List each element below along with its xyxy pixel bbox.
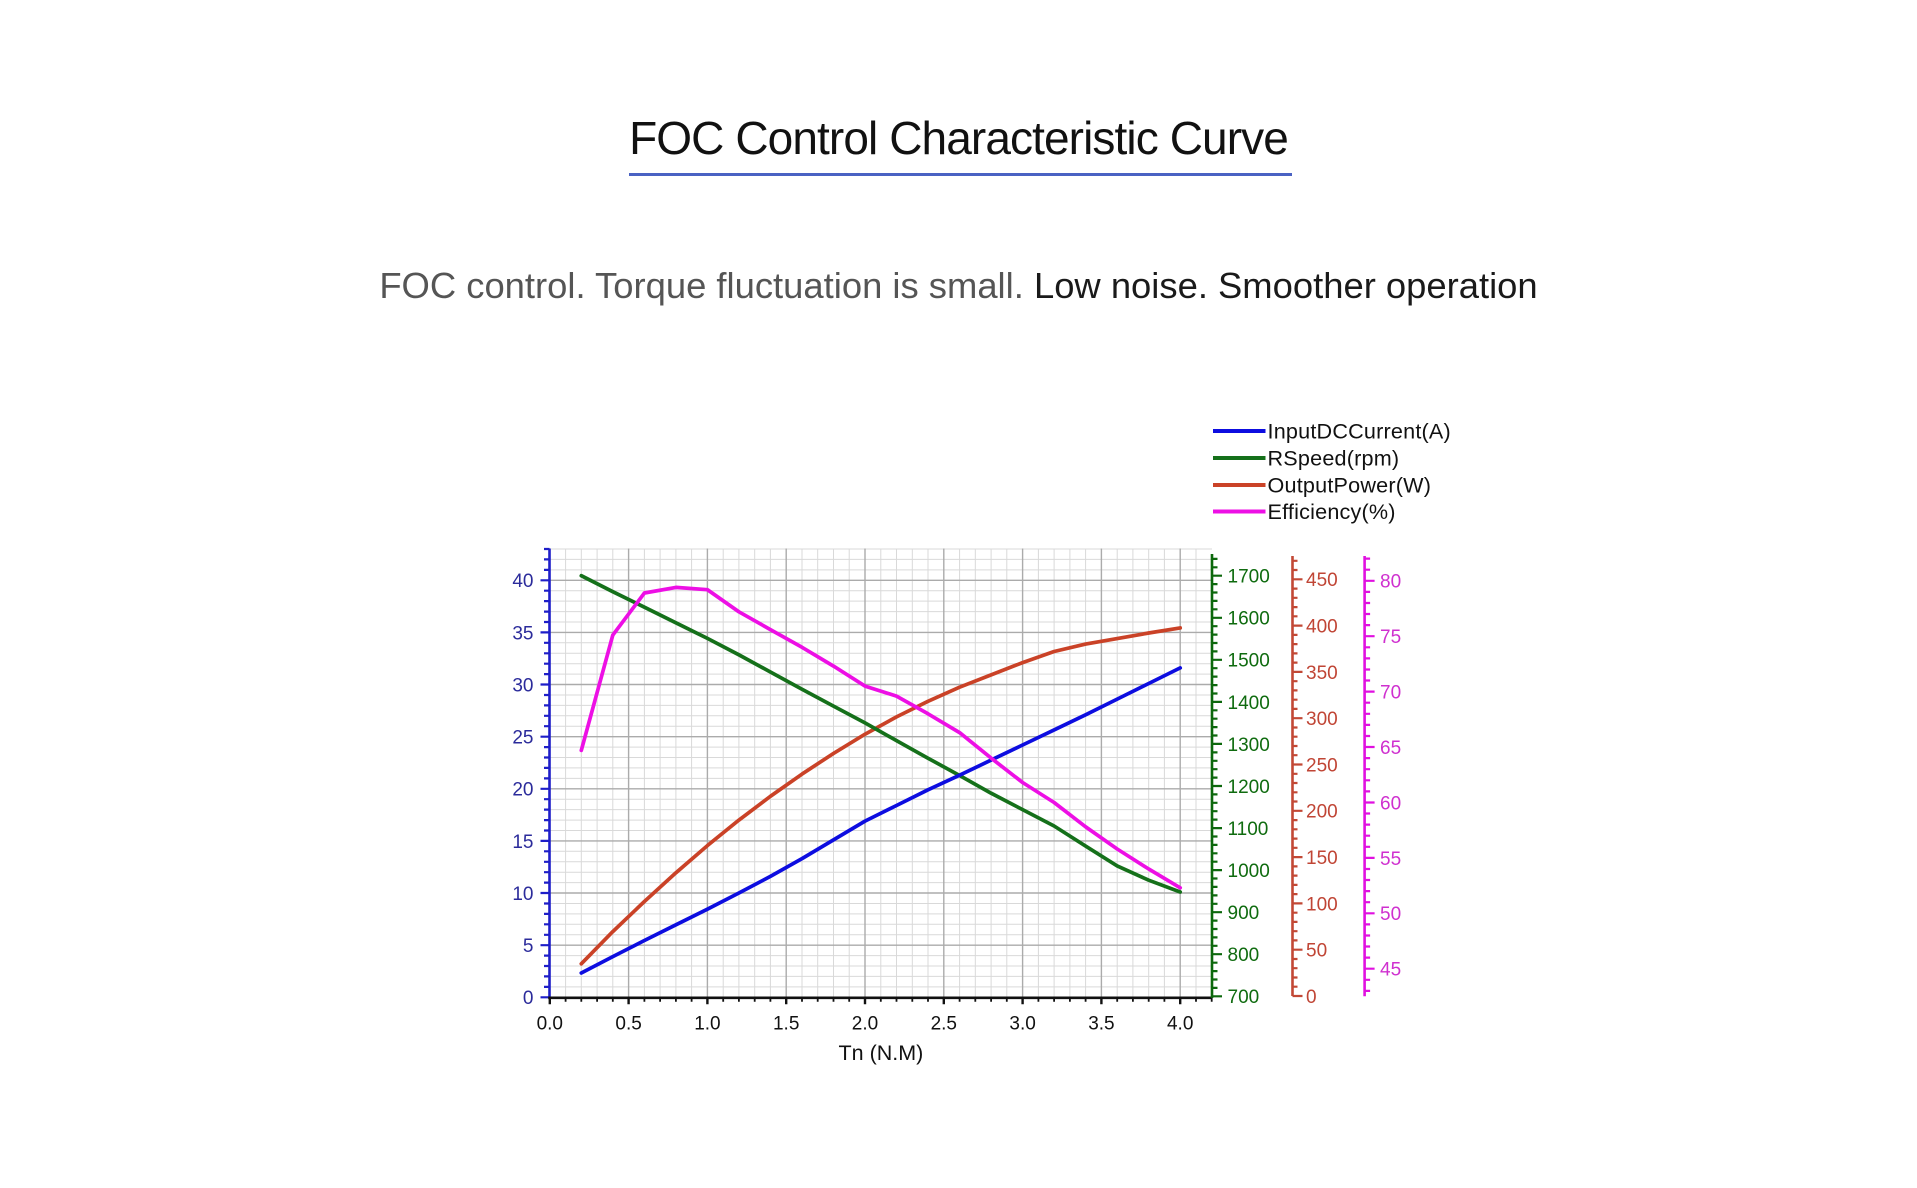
- svg-text:3.5: 3.5: [1088, 1013, 1114, 1034]
- svg-text:0: 0: [523, 988, 534, 1009]
- svg-text:Tn (N.M): Tn (N.M): [839, 1041, 924, 1065]
- svg-text:250: 250: [1306, 755, 1338, 776]
- svg-text:75: 75: [1380, 627, 1401, 648]
- svg-text:1100: 1100: [1228, 819, 1269, 840]
- svg-text:OutputPower(W): OutputPower(W): [1268, 472, 1432, 497]
- svg-text:450: 450: [1306, 570, 1338, 591]
- svg-text:1600: 1600: [1228, 609, 1270, 630]
- svg-text:1500: 1500: [1228, 651, 1270, 672]
- svg-text:40: 40: [512, 571, 533, 592]
- svg-text:50: 50: [1306, 941, 1327, 962]
- svg-text:InputDCCurrent(A): InputDCCurrent(A): [1268, 418, 1451, 443]
- svg-text:70: 70: [1380, 683, 1401, 704]
- svg-text:900: 900: [1228, 903, 1260, 924]
- svg-text:2.0: 2.0: [852, 1013, 878, 1034]
- svg-text:1.0: 1.0: [694, 1013, 720, 1034]
- svg-text:200: 200: [1306, 802, 1338, 823]
- svg-text:0: 0: [1306, 987, 1317, 1008]
- svg-text:3.0: 3.0: [1009, 1013, 1035, 1034]
- svg-text:300: 300: [1306, 709, 1338, 730]
- svg-text:65: 65: [1380, 738, 1401, 759]
- svg-text:0.0: 0.0: [537, 1013, 563, 1034]
- svg-text:0.5: 0.5: [615, 1013, 641, 1034]
- svg-text:25: 25: [512, 728, 533, 749]
- svg-text:15: 15: [512, 832, 533, 853]
- svg-text:RSpeed(rpm): RSpeed(rpm): [1268, 445, 1400, 470]
- svg-text:5: 5: [523, 936, 534, 957]
- svg-text:60: 60: [1380, 793, 1401, 814]
- svg-text:30: 30: [512, 675, 533, 696]
- svg-text:Efficiency(%): Efficiency(%): [1268, 499, 1396, 524]
- svg-text:20: 20: [512, 780, 533, 801]
- svg-text:4.0: 4.0: [1167, 1013, 1193, 1034]
- svg-text:400: 400: [1306, 617, 1338, 638]
- svg-text:350: 350: [1306, 663, 1338, 684]
- svg-text:1300: 1300: [1228, 735, 1270, 756]
- svg-text:800: 800: [1228, 945, 1260, 966]
- svg-text:1200: 1200: [1228, 777, 1270, 798]
- svg-text:100: 100: [1306, 894, 1338, 915]
- svg-text:1.5: 1.5: [773, 1013, 799, 1034]
- svg-text:55: 55: [1380, 849, 1401, 870]
- svg-text:80: 80: [1380, 572, 1401, 593]
- svg-text:45: 45: [1380, 960, 1401, 981]
- svg-text:50: 50: [1380, 904, 1401, 925]
- svg-text:1700: 1700: [1228, 567, 1270, 588]
- svg-text:10: 10: [512, 884, 533, 905]
- svg-text:700: 700: [1228, 987, 1260, 1008]
- svg-text:1400: 1400: [1228, 693, 1270, 714]
- svg-text:150: 150: [1306, 848, 1338, 869]
- svg-text:2.5: 2.5: [931, 1013, 957, 1034]
- svg-text:35: 35: [512, 623, 533, 644]
- svg-text:1000: 1000: [1228, 861, 1270, 882]
